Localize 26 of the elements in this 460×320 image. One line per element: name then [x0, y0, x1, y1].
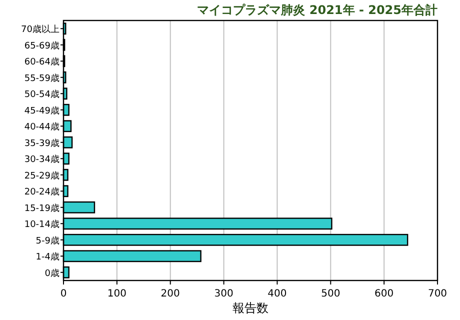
y-tick-label: 50-54歳 [24, 89, 60, 100]
y-tick-label: 10-14歳 [24, 219, 60, 230]
x-tick-label: 600 [374, 288, 394, 300]
y-tick-label: 1-4歳 [36, 252, 60, 263]
x-tick-label: 400 [268, 288, 287, 300]
y-tick-label: 40-44歳 [24, 122, 60, 133]
y-tick-label: 30-34歳 [24, 154, 60, 166]
y-tick-label: 70歳以上 [21, 24, 60, 36]
y-tick-label: 0歳 [44, 268, 60, 279]
x-tick-label: 300 [214, 288, 234, 300]
y-tick-label: 35-39歳 [24, 138, 60, 149]
y-tick-label: 5-9歳 [36, 235, 60, 246]
y-tick-label: 25-29歳 [24, 170, 60, 182]
x-tick-label: 100 [107, 288, 126, 300]
y-tick-label: 55-59歳 [24, 72, 60, 84]
x-tick-label: 700 [428, 288, 448, 300]
y-tick-label: 15-19歳 [24, 202, 60, 214]
y-tick-label: 45-49歳 [24, 105, 60, 116]
y-tick-label: 20-24歳 [24, 186, 60, 198]
y-tick-label: 60-64歳 [24, 56, 60, 68]
x-tick-label: 200 [160, 288, 180, 300]
x-tick-label: 500 [321, 288, 340, 300]
x-tick-label: 0 [60, 288, 67, 300]
x-axis-title: 報告数 [232, 301, 268, 315]
chart-title: マイコプラズマ肺炎 2021年 - 2025年合計 [197, 3, 438, 17]
y-tick-label: 65-69歳 [24, 40, 60, 52]
